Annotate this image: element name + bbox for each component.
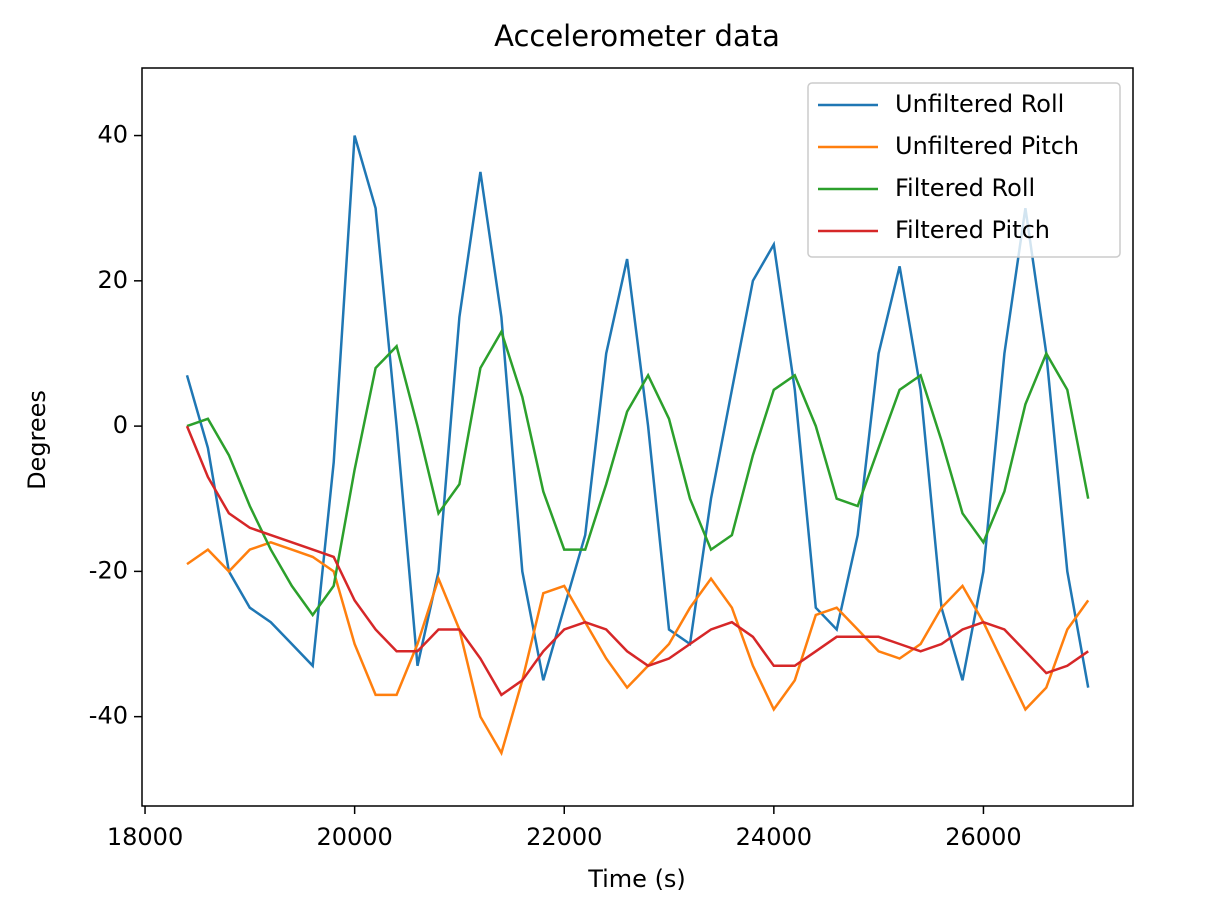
x-axis-label: Time (s) xyxy=(587,865,686,893)
legend-label: Unfiltered Roll xyxy=(895,90,1064,118)
chart-title: Accelerometer data xyxy=(494,19,780,53)
x-tick-label: 20000 xyxy=(316,823,392,851)
y-axis-label: Degrees xyxy=(23,390,51,490)
y-tick-label: -40 xyxy=(89,702,128,730)
y-tick-label: 40 xyxy=(97,121,128,149)
series-line xyxy=(186,540,1090,757)
legend-label: Filtered Pitch xyxy=(895,216,1050,244)
y-tick-label: -20 xyxy=(89,556,128,584)
series-line xyxy=(185,425,1089,697)
legend-box xyxy=(807,82,1121,258)
series-line xyxy=(185,135,1090,688)
x-tick-label: 22000 xyxy=(526,823,602,851)
y-tick-label: 0 xyxy=(113,411,128,439)
legend-label: Unfiltered Pitch xyxy=(895,132,1079,160)
y-tick-label: 20 xyxy=(97,266,128,294)
x-tick-label: 18000 xyxy=(107,823,183,851)
plot-frame xyxy=(141,67,1134,807)
x-tick-label: 26000 xyxy=(945,823,1021,851)
legend-label: Filtered Roll xyxy=(895,174,1035,202)
x-tick-label: 24000 xyxy=(736,823,812,851)
